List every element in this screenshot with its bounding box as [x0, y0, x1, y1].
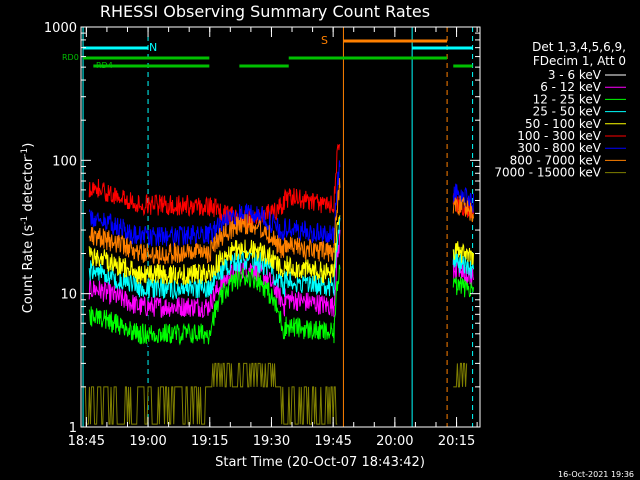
series-line: [452, 259, 474, 287]
legend-entry-label: 800 - 7000 keV: [510, 153, 602, 167]
chart-title: RHESSI Observing Summary Count Rates: [100, 2, 430, 21]
legend-entry-label: 12 - 25 keV: [533, 92, 602, 106]
y-tick-label: 100: [52, 154, 77, 169]
legend-entry-label: 25 - 50 keV: [533, 105, 602, 119]
y-tick-label: 1000: [44, 21, 77, 36]
series-line: [88, 264, 341, 346]
series-line: [452, 195, 474, 223]
legend-header-1: Det 1,3,4,5,6,9,: [532, 40, 626, 54]
legend-entry-label: 3 - 6 keV: [548, 68, 602, 82]
series-line: [88, 217, 341, 301]
plot-frame: [80, 26, 481, 428]
y-axis-label: Count Rate (s-1 detector-1): [20, 143, 36, 314]
series-line: [88, 143, 341, 230]
legend: Det 1,3,4,5,6,9, FDecim 1, Att 0 3 - 6 k…: [494, 40, 626, 180]
x-axis: 18:45 19:00 19:15 19:30 19:45 20:00 20:15: [68, 27, 478, 449]
rd0-label: RD0: [62, 53, 79, 62]
series-line: [88, 229, 341, 319]
day-night-lines: [82, 27, 474, 427]
flag-bars: [83, 39, 473, 68]
legend-entry-label: 50 - 100 keV: [525, 117, 602, 131]
x-tick-label: 19:15: [191, 434, 228, 449]
y-axis: 1 10 100 1000: [44, 21, 480, 436]
x-tick-label: 19:00: [129, 434, 166, 449]
legend-header-2: FDecim 1, Att 0: [533, 54, 626, 68]
x-tick-label: 20:00: [376, 434, 413, 449]
series-line: [452, 241, 475, 266]
legend-entry-label: 7000 - 15000 keV: [494, 166, 601, 180]
series-line: [88, 177, 341, 266]
y-tick-label: 10: [60, 288, 77, 303]
series-line: [453, 362, 468, 388]
legend-entry-label: 6 - 12 keV: [540, 80, 602, 94]
legend-entry-label: 100 - 300 keV: [517, 129, 601, 143]
series-line: [88, 215, 341, 286]
saa-flag-label: S: [321, 34, 328, 47]
x-tick-label: 20:15: [438, 434, 475, 449]
x-tick-label: 18:45: [68, 434, 105, 449]
series-line: [452, 249, 474, 279]
x-axis-label: Start Time (20-Oct-07 18:43:42): [215, 455, 425, 470]
x-tick-label: 19:45: [314, 434, 351, 449]
legend-entry-label: 300 - 800 keV: [517, 141, 601, 155]
series-line: [82, 362, 338, 425]
series-layer: [82, 143, 475, 425]
timestamp: 16-Oct-2021 19:36: [558, 470, 634, 479]
night-flag-label: N: [149, 41, 157, 54]
y-tick-label: 1: [69, 421, 77, 436]
rd4-label: RD4: [96, 61, 113, 70]
x-tick-label: 19:30: [253, 434, 290, 449]
series-line: [452, 276, 474, 298]
